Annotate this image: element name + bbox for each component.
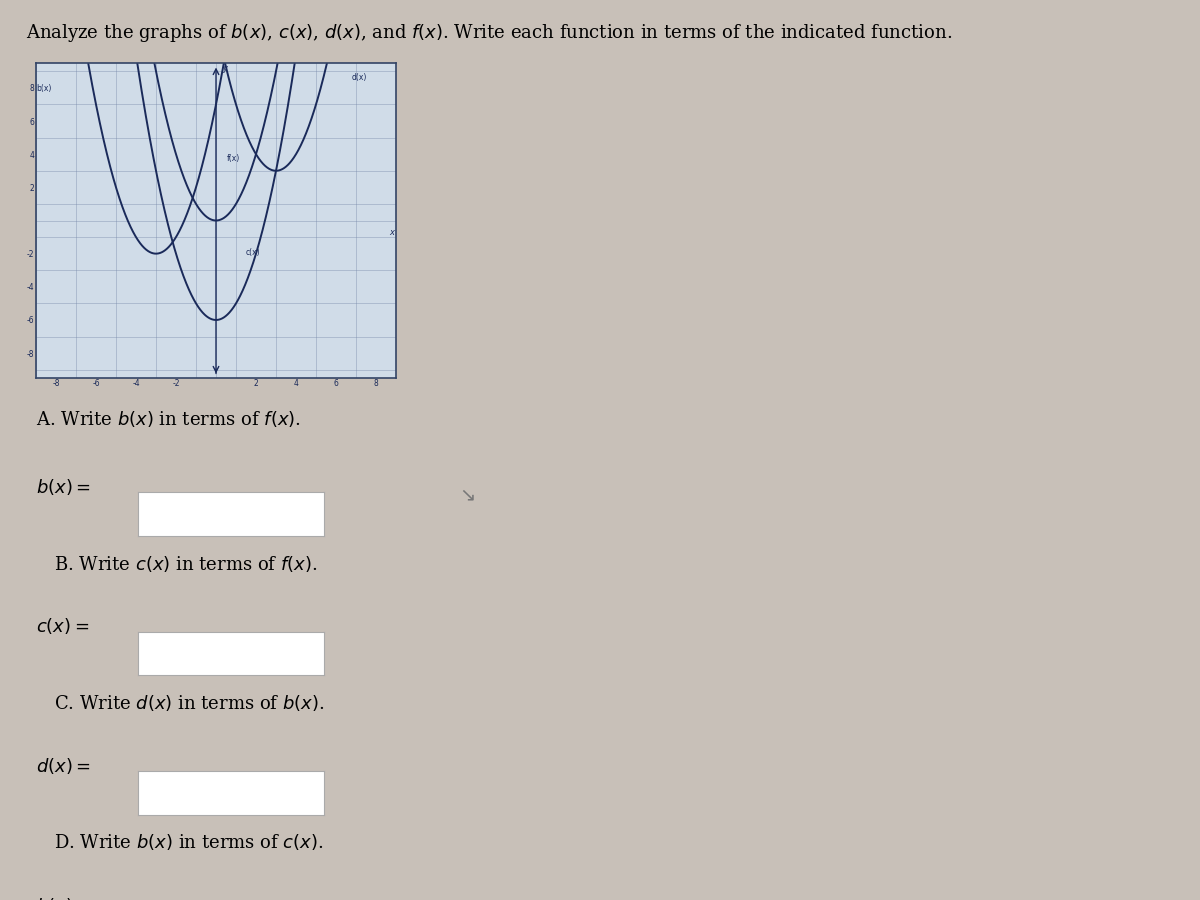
Text: Analyze the graphs of $b(x)$, $c(x)$, $d(x)$, and $f(x)$. Write each function in: Analyze the graphs of $b(x)$, $c(x)$, $d…: [26, 22, 953, 44]
Text: C. Write $d(x)$ in terms of $b(x)$.: C. Write $d(x)$ in terms of $b(x)$.: [54, 693, 324, 713]
Text: y: y: [222, 64, 227, 73]
Text: c(x): c(x): [246, 248, 260, 257]
Text: $\searrow$: $\searrow$: [456, 486, 475, 505]
Text: B. Write $c(x)$ in terms of $f(x)$.: B. Write $c(x)$ in terms of $f(x)$.: [54, 554, 318, 573]
Text: b(x): b(x): [36, 85, 52, 94]
Text: f(x): f(x): [227, 154, 240, 163]
Text: $b(x) =$: $b(x) =$: [36, 896, 91, 900]
Text: x: x: [390, 229, 395, 238]
Text: $c(x) =$: $c(x) =$: [36, 616, 89, 636]
Text: $b(x) =$: $b(x) =$: [36, 477, 91, 497]
Text: d(x): d(x): [352, 73, 367, 82]
Text: A. Write $b(x)$ in terms of $f(x)$.: A. Write $b(x)$ in terms of $f(x)$.: [36, 410, 301, 429]
Text: $d(x) =$: $d(x) =$: [36, 756, 91, 776]
Text: D. Write $b(x)$ in terms of $c(x)$.: D. Write $b(x)$ in terms of $c(x)$.: [54, 832, 324, 852]
